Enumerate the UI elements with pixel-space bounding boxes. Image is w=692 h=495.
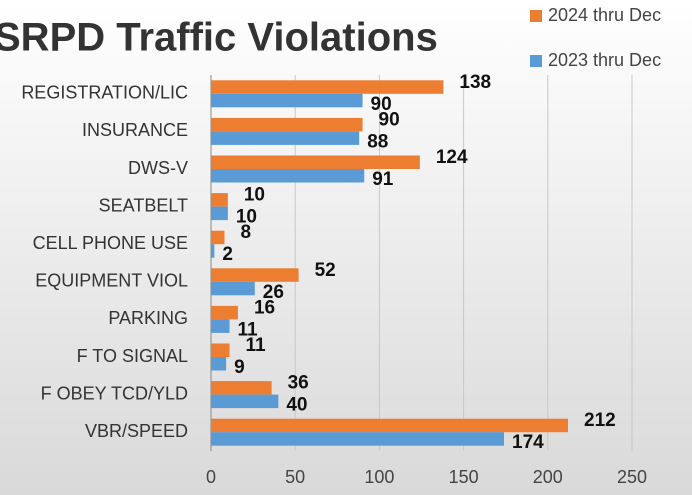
x-tick-label: 150 [449,467,479,487]
bar [211,319,230,333]
bar [211,381,272,395]
x-tick-label: 250 [617,467,647,487]
bar [211,357,227,371]
data-label: 124 [436,147,468,168]
x-tick-label: 100 [364,467,394,487]
y-tick-label: VBR/SPEED [85,421,188,441]
data-label: 26 [263,282,284,303]
bar [211,230,225,245]
bar [211,193,228,207]
bar [211,305,238,320]
bar [211,394,279,409]
data-label: 9 [234,357,245,378]
y-tick-label: SEATBELT [99,195,188,215]
data-label: 90 [371,94,392,115]
data-label: 10 [244,185,265,206]
y-tick-label: DWS-V [128,158,188,178]
y-tick-label: INSURANCE [82,120,188,140]
bar [211,206,228,221]
legend-swatch [530,10,542,22]
data-label: 52 [315,260,336,281]
data-label: 138 [459,72,491,93]
y-tick-label: EQUIPMENT VIOL [35,271,188,291]
data-label: 8 [240,222,251,243]
legend-swatch [530,55,542,67]
bar [211,268,299,282]
bar [211,418,569,433]
x-tick-label: 50 [285,467,305,487]
bar [211,244,215,258]
data-label: 36 [288,373,309,394]
bar [211,80,444,94]
bar [211,281,255,296]
x-tick-label: 0 [206,467,216,487]
bar [211,343,230,357]
data-label: 40 [286,395,307,416]
data-label: 11 [238,319,259,340]
data-label: 212 [584,410,616,431]
chart-title: SRPD Traffic Violations [0,16,438,60]
data-label: 91 [372,169,394,190]
bar [211,432,505,446]
data-label: 2 [222,244,233,265]
data-label: 11 [246,335,267,356]
bar [211,93,363,108]
data-label: 88 [367,131,388,152]
legend-label: 2024 thru Dec [548,5,661,25]
x-tick-label: 200 [533,467,563,487]
data-label: 10 [236,207,257,228]
data-label: 90 [379,109,400,130]
bar [211,169,365,183]
bar [211,131,360,145]
y-tick-label: F OBEY TCD/YLD [41,383,188,403]
data-label: 174 [512,432,544,453]
bar [211,155,420,169]
legend-label: 2023 thru Dec [548,50,661,70]
y-tick-label: CELL PHONE USE [33,233,188,253]
y-tick-label: REGISTRATION/LIC [21,83,188,103]
y-tick-label: PARKING [108,308,188,328]
bar [211,117,363,132]
y-tick-label: F TO SIGNAL [77,346,188,366]
data-label: 16 [254,297,275,318]
